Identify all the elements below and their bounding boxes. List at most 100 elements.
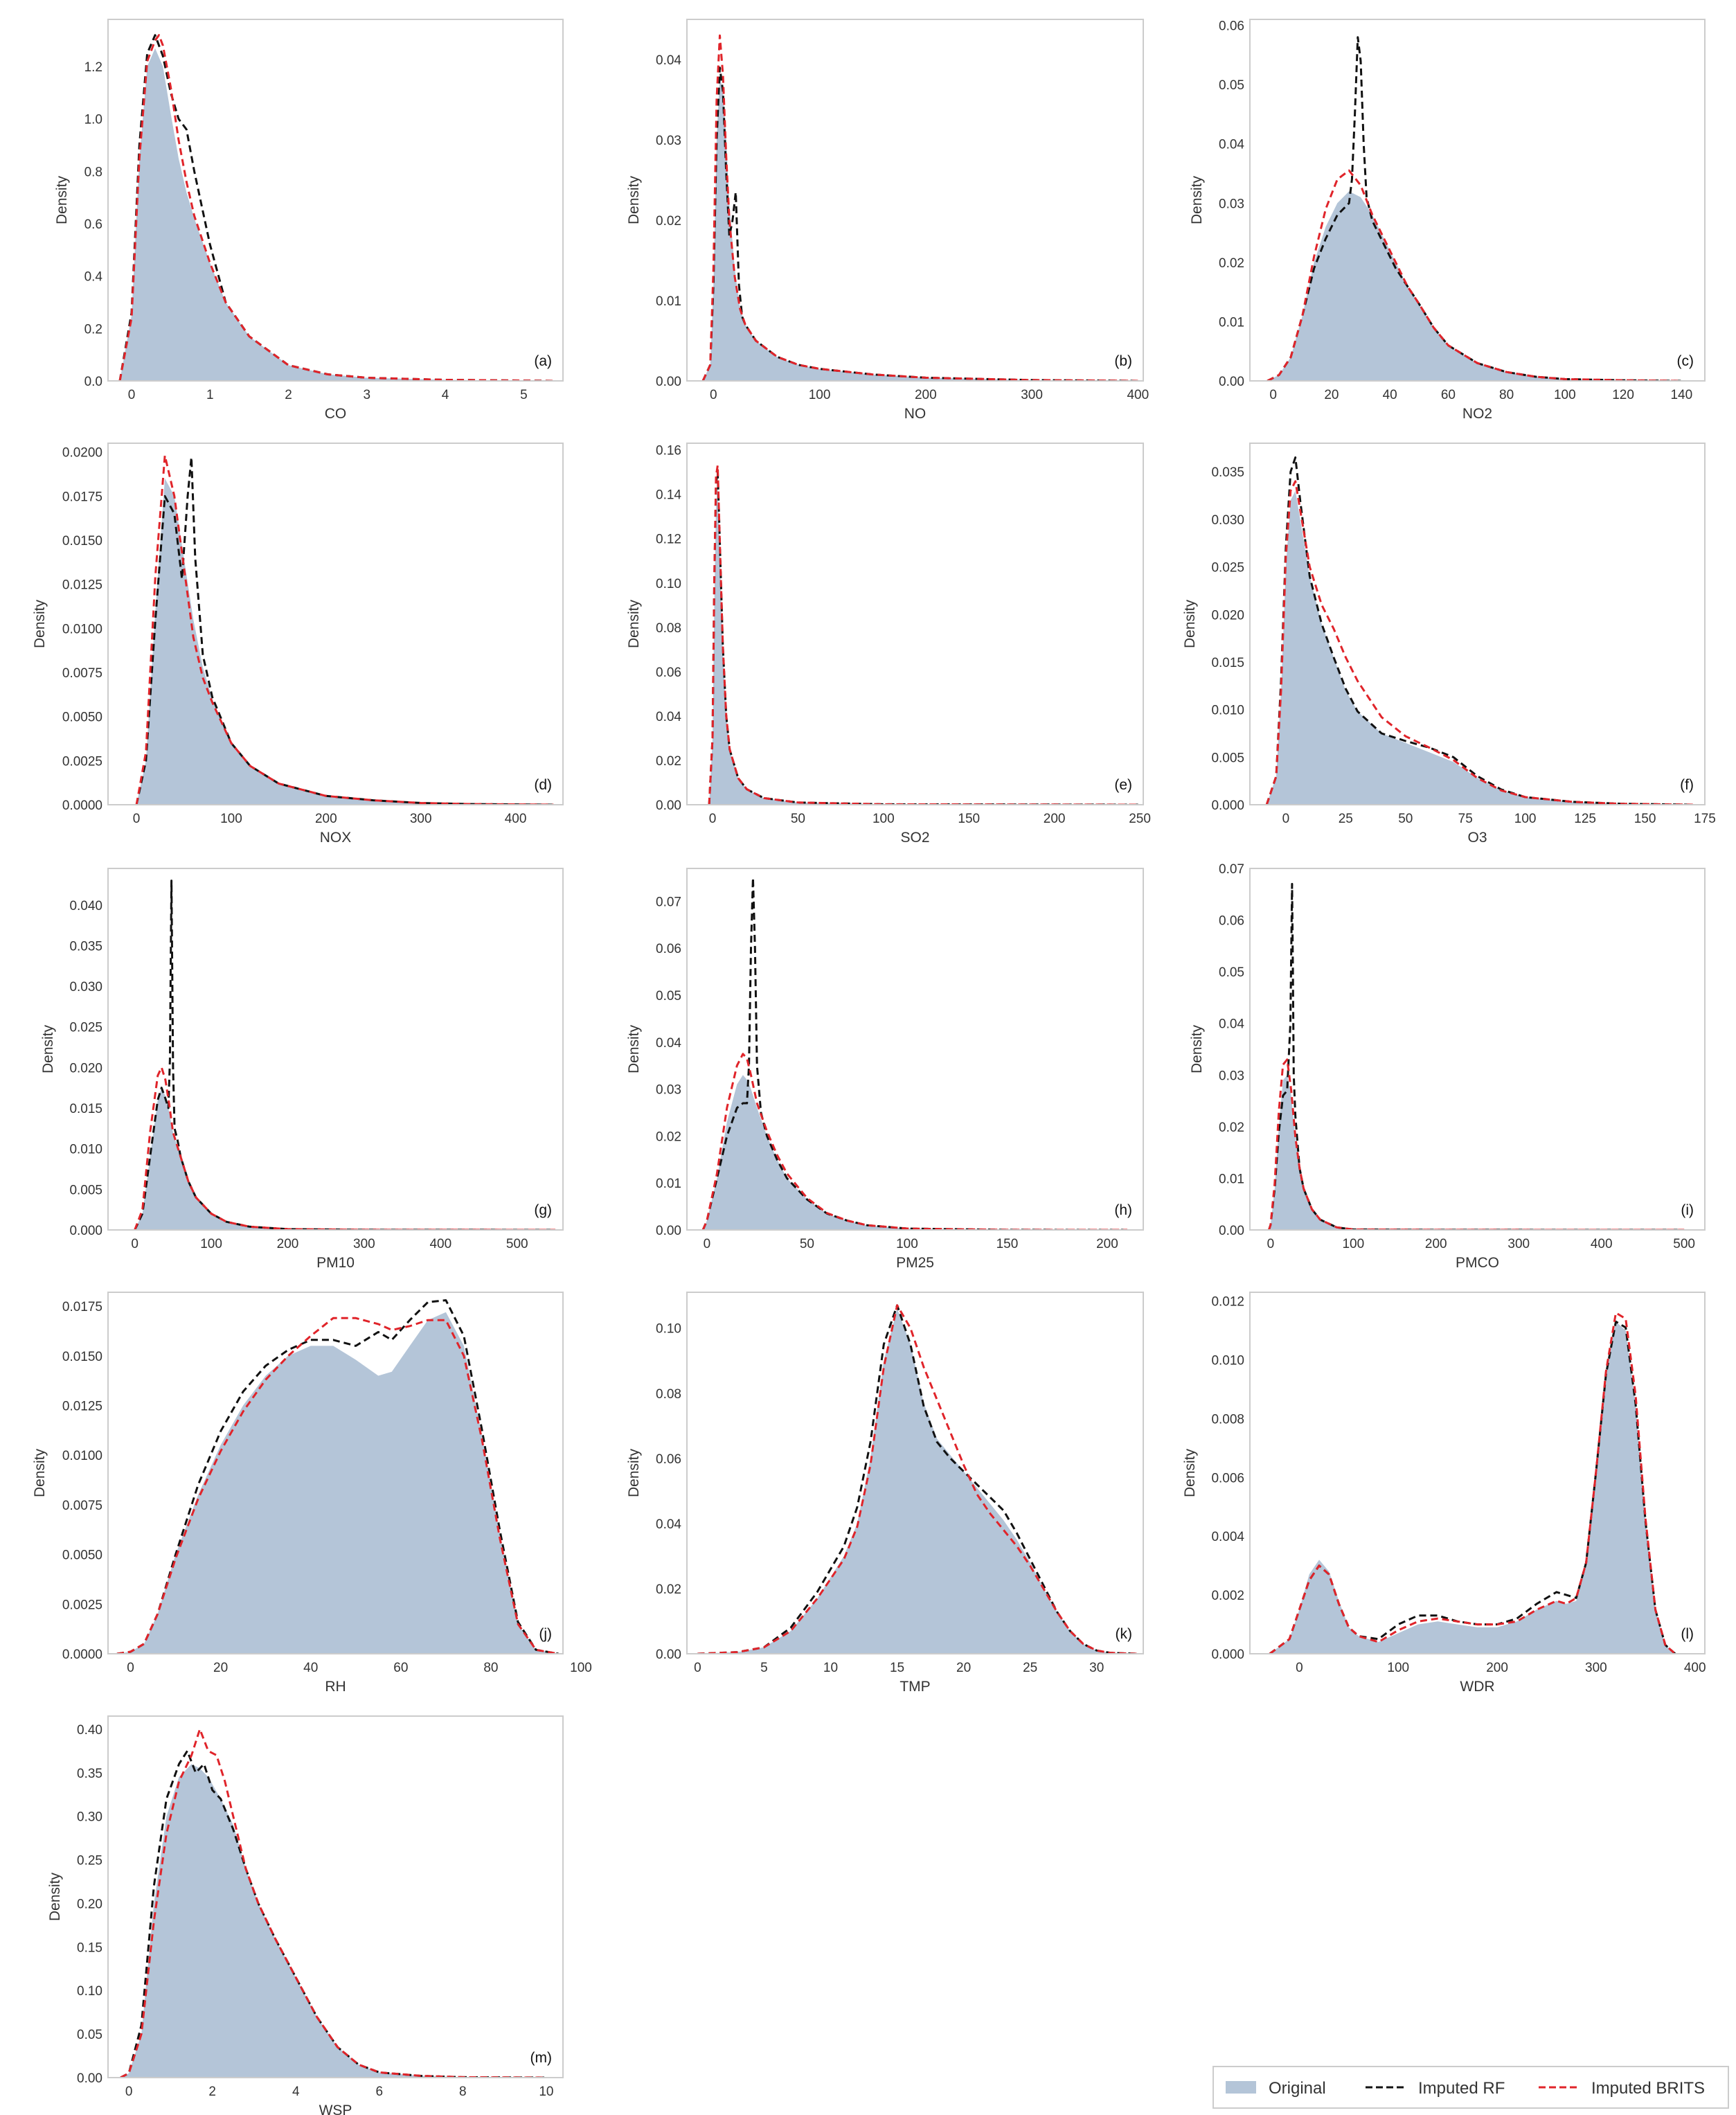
x-axis-title: PM10 [316,1255,355,1271]
x-tick-label: 0 [709,812,717,826]
y-axis-title: Density [32,1448,48,1497]
y-tick-label: 0.14 [656,488,681,503]
x-tick-label: 100 [570,1661,592,1675]
x-tick-label: 0 [694,1661,701,1675]
x-axis-title: PM25 [896,1255,934,1271]
panel-c: 0 20 40 60 80 100 120 140 0.00 0.01 0.02 0.03 0.04 0.… [1189,19,1706,422]
y-axis-title: Density [626,599,642,648]
y-tick-label: 0.04 [656,1036,681,1051]
y-tick-label: 0.0000 [62,798,102,813]
y-tick-label: 0.00 [1219,1224,1244,1238]
plot-area-k [697,1304,1137,1654]
x-tick-label: 80 [1499,388,1514,402]
x-tick-label: 200 [1486,1661,1508,1675]
y-tick-label: 0.010 [1211,704,1244,718]
series-original-h [703,1075,1127,1230]
y-tick-label: 0.012 [1211,1295,1244,1310]
series-original-g [134,1087,556,1230]
x-tick-label: 400 [1127,388,1149,402]
x-tick-label: 200 [315,812,337,826]
y-tick-label: 0.05 [1219,965,1244,980]
y-tick-label: 0.000 [1211,798,1244,813]
frame-c [1249,19,1706,382]
y-tick-label: 0.8 [84,165,102,179]
y-axis-title: Density [626,1024,642,1073]
legend-frame [1212,2066,1729,2109]
panel-f: 0 25 50 75 100 125 150 175 0.000 0.005 0.010 0.015 0… [1182,443,1716,846]
panel-letter: (c) [1677,353,1694,369]
x-tick-label: 150 [958,812,980,826]
x-tick-label: 300 [1585,1661,1607,1675]
y-tick-label: 0.20 [77,1897,102,1911]
plot-area-a [118,34,555,381]
x-axis-title: TMP [900,1679,930,1695]
x-tick-label: 100 [1514,812,1537,826]
x-tick-label: 0 [133,812,141,826]
y-axis-title: Density [626,175,642,224]
series-original-i [1269,1075,1685,1230]
x-tick-label: 0 [131,1237,138,1251]
x-tick-label: 60 [1441,388,1456,402]
y-axis-title: Density [40,1024,56,1073]
y-tick-label: 0.030 [1211,513,1244,528]
y-tick-label: 0.01 [1219,315,1244,330]
panel-letter: (d) [534,777,552,793]
x-tick-label: 5 [760,1661,768,1675]
panels: 0 1 2 3 4 50.00.20.40.60.81.01.2CODensity(a)0… [32,19,1716,2115]
plot-area-h [701,877,1127,1230]
y-tick-label: 0.005 [69,1183,102,1197]
y-tick-label: 0.03 [1219,1069,1244,1083]
series-imputed-rf-c [1267,36,1682,381]
x-tick-label: 175 [1694,812,1716,826]
y-tick-label: 0.04 [1219,138,1244,152]
panel-j: 0 20 40 60 80 100 0.0000 0.0025 0.0050 0.0075 0.01… [32,1292,592,1695]
y-tick-label: 0.01 [656,1177,681,1191]
x-tick-label: 100 [1554,388,1576,402]
series-original-m [120,1764,546,2078]
y-tick-label: 0.005 [1211,751,1244,765]
y-tick-label: 0.02 [656,1130,681,1144]
y-tick-label: 0.0100 [62,1449,102,1463]
y-tick-label: 0.010 [1211,1354,1244,1368]
x-tick-label: 20 [1324,388,1339,402]
panel-letter: (m) [530,2050,552,2066]
x-tick-label: 150 [996,1237,1019,1251]
frame-d [107,443,564,805]
x-tick-label: 50 [791,812,805,826]
x-tick-label: 4 [442,388,449,402]
y-tick-label: 0.06 [1219,19,1244,34]
y-tick-label: 0.035 [69,939,102,954]
series-imputed-rf-g [134,880,556,1230]
x-tick-label: 10 [539,2085,553,2099]
y-tick-label: 0.00 [77,2071,102,2086]
plot-area-f [1265,456,1693,805]
y-tick-label: 0.00 [656,375,681,389]
y-tick-label: 0.15 [77,1940,102,1955]
legend: Original Imputed RF Imputed BRITS [1212,2066,1729,2109]
y-tick-label: 0.10 [656,577,681,591]
series-imputed-brits-e [708,464,1140,805]
y-tick-label: 0.08 [656,1387,681,1402]
frame-m [107,1715,564,2078]
y-tick-label: 0.030 [69,980,102,994]
y-tick-label: 0.04 [656,53,681,68]
y-tick-label: 0.03 [1219,197,1244,211]
panel-letter: (e) [1114,777,1132,793]
x-tick-label: 80 [483,1661,498,1675]
y-tick-label: 0.0075 [62,666,102,681]
plot-area-e [708,464,1140,805]
x-tick-label: 125 [1574,812,1596,826]
x-tick-label: 100 [220,812,242,826]
y-tick-label: 0.07 [656,895,681,909]
x-tick-label: 500 [506,1237,528,1251]
y-tick-label: 0.02 [1219,256,1244,271]
series-imputed-brits-l [1269,1312,1676,1654]
x-tick-label: 0 [1296,1661,1303,1675]
y-tick-label: 0.0125 [62,1399,102,1413]
x-tick-label: 400 [429,1237,451,1251]
x-axis-title: NO2 [1462,406,1492,422]
y-tick-label: 0.10 [77,1984,102,1999]
series-original-b [703,75,1138,381]
y-tick-label: 0.0 [84,375,102,389]
